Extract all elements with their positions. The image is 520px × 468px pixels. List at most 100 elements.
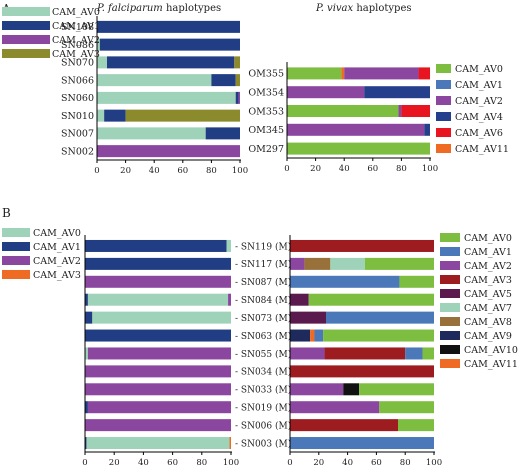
legend-swatch	[440, 359, 460, 368]
category-name: SN108	[61, 22, 94, 33]
legend-label: CAM_AV0	[455, 64, 503, 75]
category-name: SN070	[61, 58, 94, 69]
charts-layer: P. falciparum haplotypesSN108SN086SN070S…	[2, 3, 518, 468]
bar-segment	[92, 311, 231, 324]
bar-segment	[287, 86, 365, 99]
legend-label: CAM_AV8	[464, 317, 512, 328]
bar-segment	[326, 311, 434, 324]
category-label: SN060	[61, 93, 94, 104]
bar-segment	[238, 91, 240, 104]
legend-swatch	[2, 228, 30, 237]
category-name: SN034 (M)	[241, 367, 291, 378]
category-dash: -	[235, 296, 241, 306]
legend-label: CAM_AV2	[33, 256, 81, 267]
chart-2: P. vivax haplotypes OM355 OM354 OM353 OM345 O…	[248, 3, 509, 174]
bar-segment	[97, 145, 240, 158]
category-label: - SN019 (M)	[235, 403, 291, 414]
legend-swatch	[2, 256, 30, 265]
category-dash: -	[235, 404, 241, 414]
bar-segment	[343, 383, 360, 396]
legend-swatch	[436, 96, 451, 105]
chart-title-suffix: haplotypes	[163, 3, 221, 14]
legend-swatch	[2, 35, 50, 44]
legend-swatch	[440, 233, 460, 242]
category-label: OM354	[248, 88, 284, 99]
bar-segment	[398, 419, 434, 432]
category-label: - SN117 (M)	[235, 259, 291, 270]
chart-title-species: P. vivax	[315, 3, 354, 14]
bar-segment	[359, 383, 434, 396]
bar-segment	[287, 142, 430, 155]
bar-segment	[97, 38, 100, 51]
bar-segment	[86, 437, 230, 450]
category-name: OM355	[248, 69, 284, 80]
category-label: SN007	[61, 129, 94, 140]
legend-swatch	[436, 128, 451, 137]
legend-label: CAM_AV11	[464, 359, 518, 370]
legend-swatch	[440, 345, 460, 354]
bar-segment	[87, 401, 231, 414]
legend-swatch	[440, 247, 460, 256]
legend-swatch	[440, 261, 460, 270]
category-name: SN063 (M)	[241, 331, 291, 342]
legend: CAM_AV0 CAM_AV1 CAM_AV2 CAM_AV3 CAM_AV5 CAM_A…	[440, 233, 518, 370]
category-label: SN086	[61, 40, 94, 51]
bar-segment	[290, 293, 309, 306]
legend-swatch	[440, 331, 460, 340]
bar-segment	[229, 437, 231, 450]
legend-label: CAM_AV3	[464, 275, 512, 286]
legend: CAM_AV0 CAM_AV1 CAM_AV2 CAM_AV4 CAM_AV6 CAM_A…	[436, 64, 509, 155]
legend-swatch	[2, 21, 50, 30]
x-tick-label: 40	[342, 458, 353, 468]
category-name: OM353	[248, 106, 284, 117]
bar-segment	[85, 311, 93, 324]
x-tick-label: 60	[177, 166, 188, 176]
legend-swatch	[436, 64, 451, 73]
category-name: SN066	[61, 75, 94, 86]
category-name: SN119 (M)	[241, 241, 291, 252]
category-name: OM345	[248, 125, 284, 136]
bar-segment	[323, 329, 434, 342]
bar-segment	[290, 437, 434, 450]
legend-swatch	[2, 242, 30, 251]
category-label: OM355	[248, 69, 284, 80]
bar-segment	[344, 67, 419, 80]
legend-label: CAM_AV3	[33, 270, 81, 281]
bar-segment	[226, 239, 231, 252]
x-tick-label: 40	[138, 458, 149, 468]
category-label: SN010	[61, 111, 94, 122]
x-tick-label: 20	[313, 458, 324, 468]
legend-swatch	[440, 317, 460, 326]
category-label: - SN055 (M)	[235, 349, 291, 360]
bar-segment	[205, 127, 240, 140]
x-tick-label: 20	[109, 458, 120, 468]
chart-3: - SN119 (M)- SN117 (M)- SN087 (M)- SN084…	[2, 228, 291, 468]
x-tick-label: 60	[167, 458, 178, 468]
bar-segment	[290, 239, 434, 252]
bar-segment	[424, 123, 430, 136]
chart-title-suffix: haplotypes	[353, 3, 411, 14]
bar-segment	[85, 437, 87, 450]
legend-swatch	[2, 270, 30, 279]
chart-4: 0 20 40 60 80 100 CAM_AV0 CAM_AV1 CAM_AV2 CAM_AV3…	[287, 233, 518, 468]
category-name: SN073 (M)	[241, 313, 291, 324]
legend-label: CAM_AV1	[455, 80, 503, 91]
legend-label: CAM_AV2	[464, 261, 512, 272]
x-tick-label: 80	[400, 458, 411, 468]
x-tick-label: 80	[196, 458, 207, 468]
bar-segment	[330, 257, 365, 270]
legend-label: CAM_AV0	[52, 7, 100, 18]
bar-segment	[341, 67, 345, 80]
bar-segment	[85, 239, 227, 252]
legend-label: CAM_AV7	[464, 303, 512, 314]
bar-segment	[290, 365, 434, 378]
legend-label: CAM_AV0	[464, 233, 512, 244]
legend-swatch	[440, 275, 460, 284]
bar-segment	[97, 91, 236, 104]
category-label: - SN063 (M)	[235, 331, 291, 342]
bar-segment	[290, 383, 344, 396]
category-name: SN033 (M)	[241, 385, 291, 396]
bar-segment	[85, 275, 231, 288]
legend-swatch	[436, 80, 451, 89]
bar-segment	[418, 67, 430, 80]
